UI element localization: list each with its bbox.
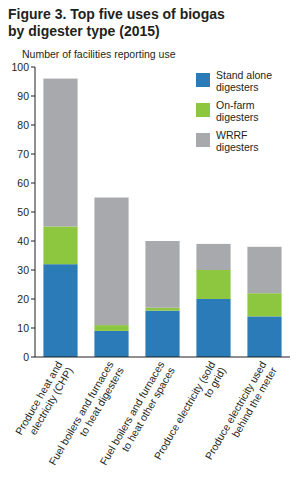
- legend-swatch: [196, 73, 210, 87]
- y-tick-label: 60: [17, 177, 29, 189]
- y-tick: [31, 241, 35, 242]
- y-tick: [31, 67, 35, 68]
- legend-swatch: [196, 103, 210, 117]
- bar: [43, 227, 77, 265]
- legend-label-line: On-farm: [216, 99, 255, 111]
- y-axis: 0 10 20 30 40 50 60 70 80 90 100: [11, 61, 35, 363]
- y-tick-label: 80: [17, 119, 29, 131]
- x-axis-line: [35, 357, 290, 358]
- bars: [43, 79, 281, 357]
- x-tick-label: Produce electricity usedbehind the meter: [202, 359, 279, 468]
- y-tick-label: 100: [11, 61, 29, 73]
- bar: [94, 331, 128, 357]
- bar: [196, 270, 230, 299]
- bar: [145, 308, 179, 311]
- bar: [43, 79, 77, 227]
- chart-title: Figure 3. Top five uses of biogas by dig…: [8, 6, 236, 40]
- x-tick-label-line: behind the meter: [229, 365, 279, 440]
- bar: [196, 299, 230, 357]
- legend-label-line: WRRF: [216, 129, 248, 141]
- legend-label-line: Stand alone: [216, 69, 272, 81]
- bar: [247, 316, 281, 357]
- bar: [247, 247, 281, 293]
- legend-label-line: digesters: [216, 81, 259, 93]
- legend-label: On-farmdigesters: [216, 99, 259, 123]
- y-tick: [31, 328, 35, 329]
- bar: [94, 198, 128, 326]
- y-tick-label: 10: [17, 322, 29, 334]
- x-tick-label-line: Produce electricity used: [202, 359, 268, 462]
- x-axis-labels: Produce heat andelectricity (CHP)Fuel bo…: [13, 359, 279, 474]
- legend-label-line: digesters: [216, 141, 259, 153]
- y-tick: [31, 154, 35, 155]
- y-tick-label: 0: [23, 351, 29, 363]
- x-tick-label-line: to grid): [201, 365, 228, 399]
- y-tick: [31, 357, 35, 358]
- bar: [94, 325, 128, 331]
- bar: [196, 244, 230, 270]
- bar: [43, 264, 77, 357]
- legend-label: Stand alonedigesters: [216, 69, 272, 93]
- page: {"chart_data": {"type": "bar", "title": …: [0, 0, 300, 485]
- legend-label-line: digesters: [216, 111, 259, 123]
- y-tick-label: 40: [17, 235, 29, 247]
- chart-svg: Number of facilities reporting use 0 10 20 3…: [0, 0, 300, 485]
- y-tick: [31, 183, 35, 184]
- legend: Stand alonedigestersOn-farmdigestersWRRF…: [196, 69, 272, 153]
- y-axis-line: [35, 67, 36, 357]
- bar: [145, 311, 179, 357]
- y-tick: [31, 212, 35, 213]
- legend-swatch: [196, 133, 210, 147]
- y-tick-label: 70: [17, 148, 29, 160]
- bar: [247, 293, 281, 316]
- y-tick-label: 30: [17, 264, 29, 276]
- legend-label: WRRFdigesters: [216, 129, 259, 153]
- bar: [145, 241, 179, 308]
- y-tick-label: 20: [17, 293, 29, 305]
- y-axis-label: Number of facilities reporting use: [22, 48, 176, 60]
- y-tick-label: 90: [17, 90, 29, 102]
- y-tick: [31, 299, 35, 300]
- y-tick: [31, 125, 35, 126]
- y-tick: [31, 270, 35, 271]
- y-tick: [31, 96, 35, 97]
- y-tick-label: 50: [17, 206, 29, 218]
